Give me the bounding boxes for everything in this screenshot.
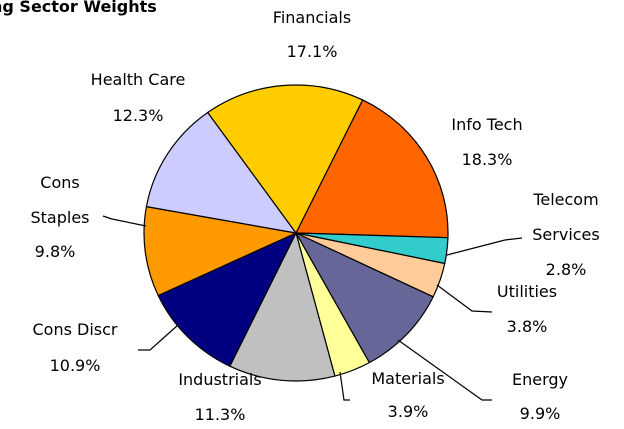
leader-line — [339, 371, 350, 401]
category-label: Financials — [272, 8, 352, 27]
data-label: 9.8% — [34, 242, 76, 261]
category-label: Utilities — [496, 282, 558, 301]
chart-title: ng Sector Weights — [0, 0, 157, 16]
slice — [294, 231, 434, 364]
slice — [145, 111, 298, 234]
category-label: Info Tech — [451, 115, 523, 134]
category-label: Materials — [371, 369, 445, 388]
leader-line — [397, 339, 492, 401]
category-label: Industrials — [178, 370, 262, 389]
slice — [157, 231, 298, 368]
data-label: 3.8% — [506, 317, 548, 336]
slice — [295, 99, 449, 239]
data-label: 12.3% — [112, 106, 164, 125]
leader-lines — [102, 215, 523, 401]
category-label: Health Care — [90, 70, 186, 89]
category-label: Telecom Services — [532, 190, 600, 244]
slice — [228, 231, 336, 382]
data-label: 17.1% — [286, 42, 338, 61]
slice — [206, 84, 364, 235]
leader-line — [102, 215, 147, 227]
category-label: Cons Staples — [30, 173, 90, 227]
data-label: 9.9% — [519, 404, 561, 423]
leader-line — [436, 284, 493, 313]
data-label: 10.9% — [49, 356, 101, 375]
leader-line — [446, 237, 523, 256]
data-label: 2.8% — [545, 260, 587, 279]
leader-line — [138, 324, 179, 351]
data-label: 3.9% — [387, 402, 429, 421]
slices — [143, 84, 449, 382]
category-label: Cons Discr — [32, 320, 118, 339]
data-label: 11.3% — [194, 405, 246, 424]
category-label: Energy — [511, 370, 568, 389]
slice — [143, 205, 299, 297]
data-label: 18.3% — [461, 150, 513, 169]
